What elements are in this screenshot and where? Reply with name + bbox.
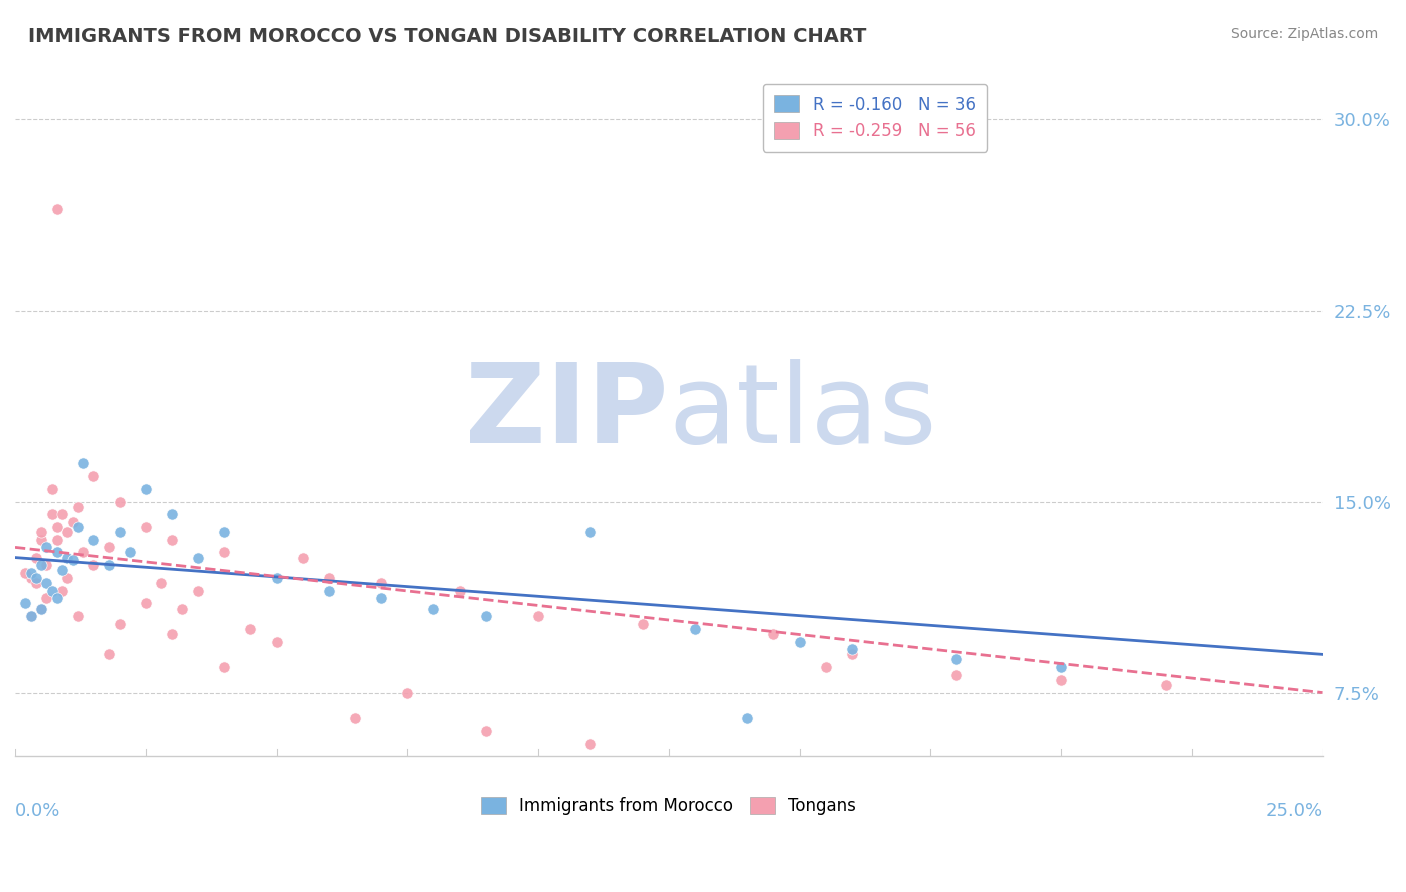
Point — [318, 583, 340, 598]
Point — [30, 601, 52, 615]
Point — [41, 583, 63, 598]
Point — [160, 627, 183, 641]
Point — [72, 545, 94, 559]
Point — [135, 482, 157, 496]
Point — [120, 545, 142, 559]
Point — [56, 571, 79, 585]
Point — [945, 667, 967, 681]
Point — [45, 202, 67, 216]
Point — [98, 558, 121, 573]
Point — [45, 533, 67, 547]
Point — [212, 660, 235, 674]
Point — [527, 609, 550, 624]
Point — [20, 571, 42, 585]
Point — [318, 571, 340, 585]
Point — [108, 616, 131, 631]
Point — [1050, 660, 1073, 674]
Point — [187, 550, 209, 565]
Point — [72, 456, 94, 470]
Point — [370, 591, 392, 606]
Point — [41, 482, 63, 496]
Point — [212, 545, 235, 559]
Point — [51, 508, 73, 522]
Point — [762, 627, 785, 641]
Point — [30, 601, 52, 615]
Point — [82, 533, 104, 547]
Point — [945, 652, 967, 666]
Point — [98, 648, 121, 662]
Point — [30, 525, 52, 540]
Point — [35, 558, 58, 573]
Text: 25.0%: 25.0% — [1265, 802, 1323, 820]
Point — [422, 601, 444, 615]
Point — [108, 494, 131, 508]
Point — [66, 609, 89, 624]
Point — [30, 533, 52, 547]
Text: IMMIGRANTS FROM MOROCCO VS TONGAN DISABILITY CORRELATION CHART: IMMIGRANTS FROM MOROCCO VS TONGAN DISABI… — [28, 27, 866, 45]
Point — [474, 723, 496, 738]
Point — [20, 566, 42, 580]
Text: atlas: atlas — [669, 359, 938, 466]
Legend: Immigrants from Morocco, Tongans: Immigrants from Morocco, Tongans — [472, 789, 865, 823]
Point — [735, 711, 758, 725]
Point — [239, 622, 262, 636]
Text: Source: ZipAtlas.com: Source: ZipAtlas.com — [1230, 27, 1378, 41]
Point — [82, 558, 104, 573]
Point — [789, 634, 811, 648]
Point — [579, 525, 602, 540]
Point — [82, 469, 104, 483]
Point — [62, 515, 84, 529]
Point — [266, 571, 288, 585]
Point — [35, 591, 58, 606]
Point — [291, 550, 314, 565]
Point — [683, 622, 706, 636]
Point — [25, 576, 48, 591]
Point — [25, 550, 48, 565]
Point — [841, 648, 863, 662]
Point — [56, 525, 79, 540]
Point — [45, 545, 67, 559]
Point — [474, 609, 496, 624]
Point — [25, 571, 48, 585]
Point — [66, 520, 89, 534]
Point — [579, 737, 602, 751]
Point — [212, 525, 235, 540]
Point — [1154, 678, 1177, 692]
Point — [370, 576, 392, 591]
Point — [187, 583, 209, 598]
Point — [135, 596, 157, 610]
Point — [841, 642, 863, 657]
Point — [35, 541, 58, 555]
Point — [150, 576, 173, 591]
Point — [135, 520, 157, 534]
Point — [41, 508, 63, 522]
Point — [108, 525, 131, 540]
Point — [172, 601, 194, 615]
Point — [631, 616, 654, 631]
Point — [98, 541, 121, 555]
Point — [56, 550, 79, 565]
Point — [20, 609, 42, 624]
Point — [66, 500, 89, 514]
Point — [396, 685, 419, 699]
Point — [14, 596, 37, 610]
Point — [160, 533, 183, 547]
Point — [1050, 673, 1073, 687]
Point — [62, 553, 84, 567]
Point — [45, 591, 67, 606]
Point — [51, 563, 73, 577]
Point — [343, 711, 366, 725]
Point — [814, 660, 837, 674]
Point — [45, 520, 67, 534]
Point — [160, 508, 183, 522]
Text: 0.0%: 0.0% — [15, 802, 60, 820]
Point — [266, 634, 288, 648]
Point — [35, 576, 58, 591]
Point — [30, 558, 52, 573]
Point — [449, 583, 471, 598]
Text: ZIP: ZIP — [465, 359, 669, 466]
Point — [51, 583, 73, 598]
Point — [14, 566, 37, 580]
Point — [20, 609, 42, 624]
